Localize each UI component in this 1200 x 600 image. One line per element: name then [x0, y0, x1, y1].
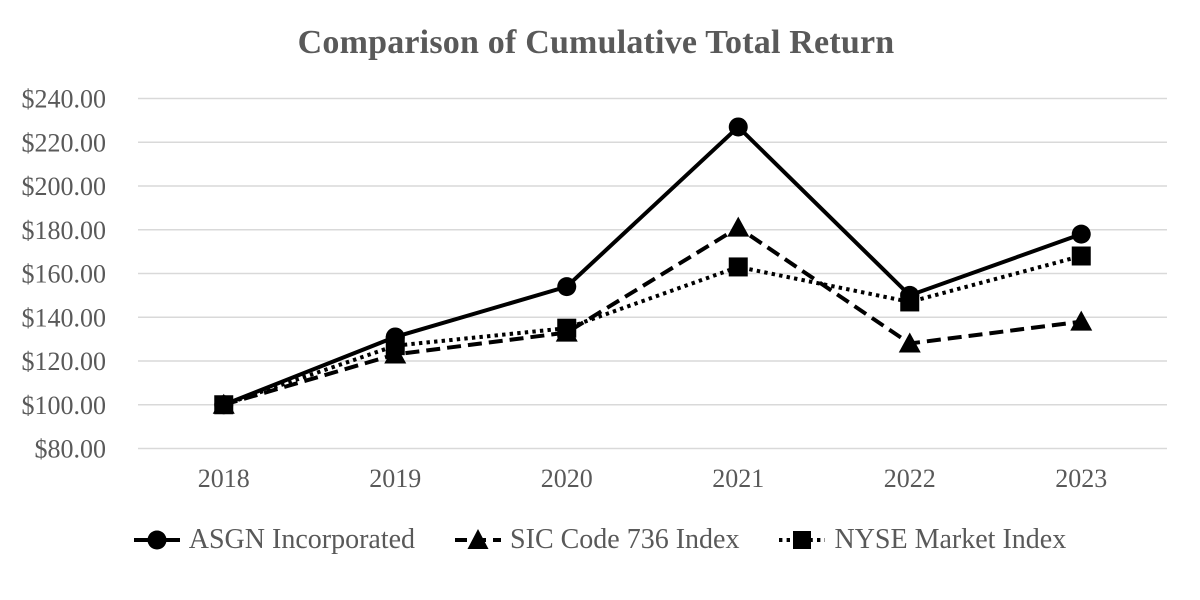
x-axis-tick-label: 2020	[541, 464, 593, 493]
y-axis-tick-label: $240.00	[22, 85, 107, 114]
series-line-asgn-incorporated	[223, 124, 1082, 407]
y-axis-tick-label: $140.00	[22, 303, 107, 332]
y-axis-tick-label: $100.00	[22, 391, 107, 420]
y-axis-tick-label: $120.00	[22, 347, 107, 376]
legend-label: NYSE Market Index	[834, 524, 1067, 555]
legend-item-nyse-market-index: NYSE Market Index	[779, 524, 1066, 556]
series-line-nyse-market-index	[223, 254, 1082, 407]
x-axis-tick-label: 2019	[369, 464, 421, 493]
chart-legend: ASGN Incorporated SIC Code 736 Index NYS…	[0, 524, 1200, 556]
plot-area: $240.00 $220.00 $200.00 $180.00 $160.00 $140.…	[22, 85, 1167, 493]
series-marker-asgn-incorporated	[1071, 224, 1091, 244]
legend-item-sic-code-736-index: SIC Code 736 Index	[455, 524, 739, 556]
triangle-dashed-line-icon	[455, 529, 502, 549]
x-axis-tick-label: 2022	[884, 464, 936, 493]
y-axis-tick-label: $200.00	[22, 172, 107, 201]
legend-item-asgn-incorporated: ASGN Incorporated	[133, 524, 416, 556]
series-line-sic-code-736-index	[223, 225, 1082, 407]
series-marker-sic-code-736-index	[898, 332, 921, 353]
x-axis-tick-label: 2023	[1055, 464, 1107, 493]
circle-solid-line-icon	[133, 530, 180, 550]
y-axis-tick-label: $220.00	[22, 128, 107, 157]
series-marker-asgn-incorporated	[728, 117, 748, 137]
chart-title: Comparison of Cumulative Total Return	[297, 24, 895, 61]
series-marker-sic-code-736-index	[727, 216, 750, 237]
legend-label: ASGN Incorporated	[188, 524, 416, 555]
legend-label: SIC Code 736 Index	[510, 524, 740, 555]
y-axis-tick-label: $80.00	[35, 435, 107, 464]
series-marker-sic-code-736-index	[1070, 310, 1093, 331]
series-marker-nyse-market-index	[728, 257, 748, 277]
series-marker-nyse-market-index	[385, 336, 405, 356]
series-marker-nyse-market-index	[557, 318, 577, 338]
x-axis-tick-label: 2021	[712, 464, 764, 493]
y-axis-tick-label: $160.00	[22, 260, 107, 289]
y-axis-tick-label: $180.00	[22, 216, 107, 245]
series-marker-nyse-market-index	[900, 292, 920, 312]
square-dotted-line-icon	[779, 531, 826, 549]
series-marker-nyse-market-index	[214, 395, 234, 415]
series-marker-asgn-incorporated	[557, 277, 577, 297]
series-marker-nyse-market-index	[1071, 246, 1091, 266]
x-axis-tick-label: 2018	[198, 464, 250, 493]
